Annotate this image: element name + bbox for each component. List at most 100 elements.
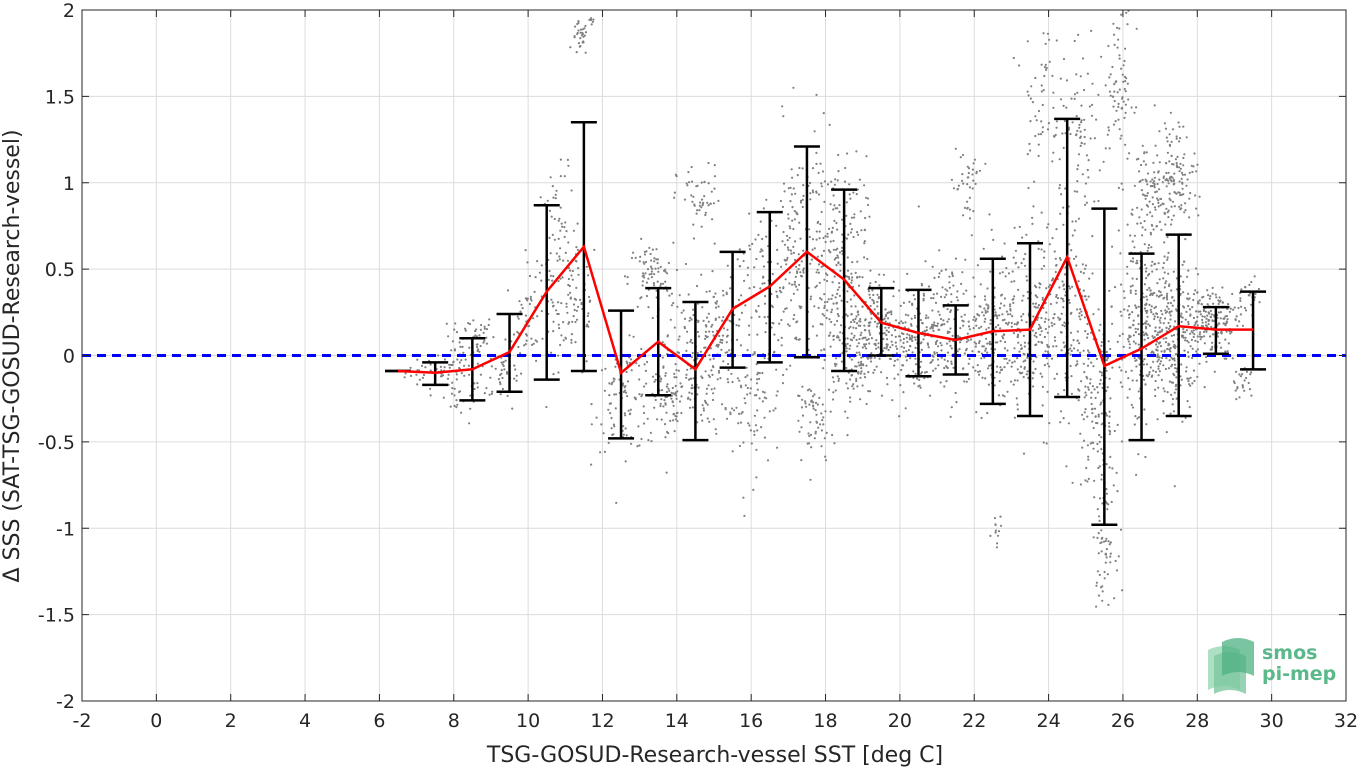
scatter-point (1102, 160, 1105, 163)
scatter-point (838, 339, 841, 342)
scatter-point (789, 227, 792, 230)
scatter-point (1040, 330, 1043, 333)
scatter-point (625, 434, 628, 437)
scatter-point (1109, 555, 1112, 558)
scatter-point (1168, 197, 1171, 200)
scatter-point (819, 223, 822, 226)
scatter-point (1194, 339, 1197, 342)
scatter-point (744, 384, 747, 387)
scatter-point (980, 416, 983, 420)
scatter-point (650, 276, 654, 279)
scatter-point (1157, 365, 1160, 368)
scatter-point (1165, 162, 1168, 165)
scatter-point (670, 391, 673, 394)
scatter-point (795, 285, 798, 288)
scatter-point (577, 267, 580, 270)
scatter-point (519, 352, 522, 355)
scatter-point (440, 369, 443, 372)
scatter-point (993, 384, 996, 387)
scatter-point (865, 364, 868, 367)
scatter-point (1093, 479, 1096, 482)
scatter-point (763, 316, 766, 319)
scatter-point (719, 338, 722, 341)
scatter-point (1169, 325, 1172, 328)
scatter-point (614, 365, 617, 368)
scatter-point (684, 262, 688, 266)
scatter-point (855, 351, 858, 354)
scatter-point (870, 317, 873, 320)
scatter-point (1113, 597, 1116, 600)
scatter-point (472, 319, 475, 322)
scatter-point (860, 331, 863, 334)
scatter-point (759, 287, 762, 290)
scatter-point (626, 282, 629, 285)
scatter-point (628, 413, 632, 416)
scatter-point (904, 313, 908, 316)
scatter-point (1032, 205, 1035, 208)
scatter-point (860, 229, 863, 232)
scatter-point (577, 305, 580, 308)
scatter-point (1034, 134, 1037, 138)
scatter-point (1083, 267, 1087, 270)
scatter-point (1167, 171, 1170, 174)
scatter-point (1166, 298, 1169, 301)
scatter-point (571, 320, 574, 323)
scatter-point (1045, 68, 1048, 71)
scatter-point (1098, 382, 1101, 385)
scatter-point (823, 437, 826, 440)
scatter-point (1170, 310, 1173, 313)
scatter-point (474, 330, 477, 333)
scatter-point (1194, 321, 1197, 324)
scatter-point (1199, 335, 1202, 338)
scatter-point (1114, 559, 1117, 563)
scatter-point (1175, 383, 1178, 386)
scatter-point (850, 272, 853, 275)
scatter-point (1076, 339, 1079, 342)
scatter-point (809, 198, 812, 201)
scatter-point (552, 320, 555, 323)
scatter-point (1098, 573, 1101, 577)
scatter-point (1035, 286, 1038, 289)
scatter-point (831, 376, 835, 379)
scatter-point (1112, 484, 1115, 487)
scatter-point (463, 364, 466, 367)
scatter-point (800, 426, 803, 429)
scatter-point (1237, 306, 1240, 310)
scatter-point (643, 411, 646, 415)
scatter-point (823, 314, 826, 317)
scatter-point (858, 353, 862, 356)
scatter-point (987, 326, 990, 329)
scatter-point (506, 394, 509, 397)
scatter-point (861, 346, 864, 349)
scatter-point (576, 32, 579, 36)
scatter-point (691, 406, 695, 409)
scatter-point (1161, 313, 1164, 316)
scatter-point (593, 248, 596, 251)
scatter-point (647, 306, 650, 309)
scatter-point (1163, 241, 1166, 244)
scatter-point (1143, 358, 1146, 361)
scatter-point (798, 221, 801, 224)
scatter-point (613, 425, 616, 428)
scatter-point (726, 378, 729, 381)
scatter-point (1194, 194, 1197, 197)
scatter-point (868, 293, 871, 296)
scatter-point (987, 383, 991, 386)
scatter-point (590, 423, 593, 426)
scatter-point (686, 368, 689, 371)
scatter-point (873, 320, 877, 323)
scatter-point (1055, 39, 1058, 42)
scatter-point (976, 313, 979, 316)
scatter-point (820, 185, 824, 188)
scatter-point (1076, 349, 1079, 352)
scatter-point (688, 319, 691, 322)
scatter-point (1078, 123, 1081, 126)
scatter-point (977, 370, 980, 373)
scatter-point (940, 349, 943, 352)
scatter-point (876, 312, 880, 315)
scatter-point (1158, 331, 1161, 334)
scatter-point (1180, 204, 1183, 207)
scatter-point (994, 313, 997, 316)
scatter-point (1181, 181, 1184, 184)
scatter-point (557, 280, 560, 283)
